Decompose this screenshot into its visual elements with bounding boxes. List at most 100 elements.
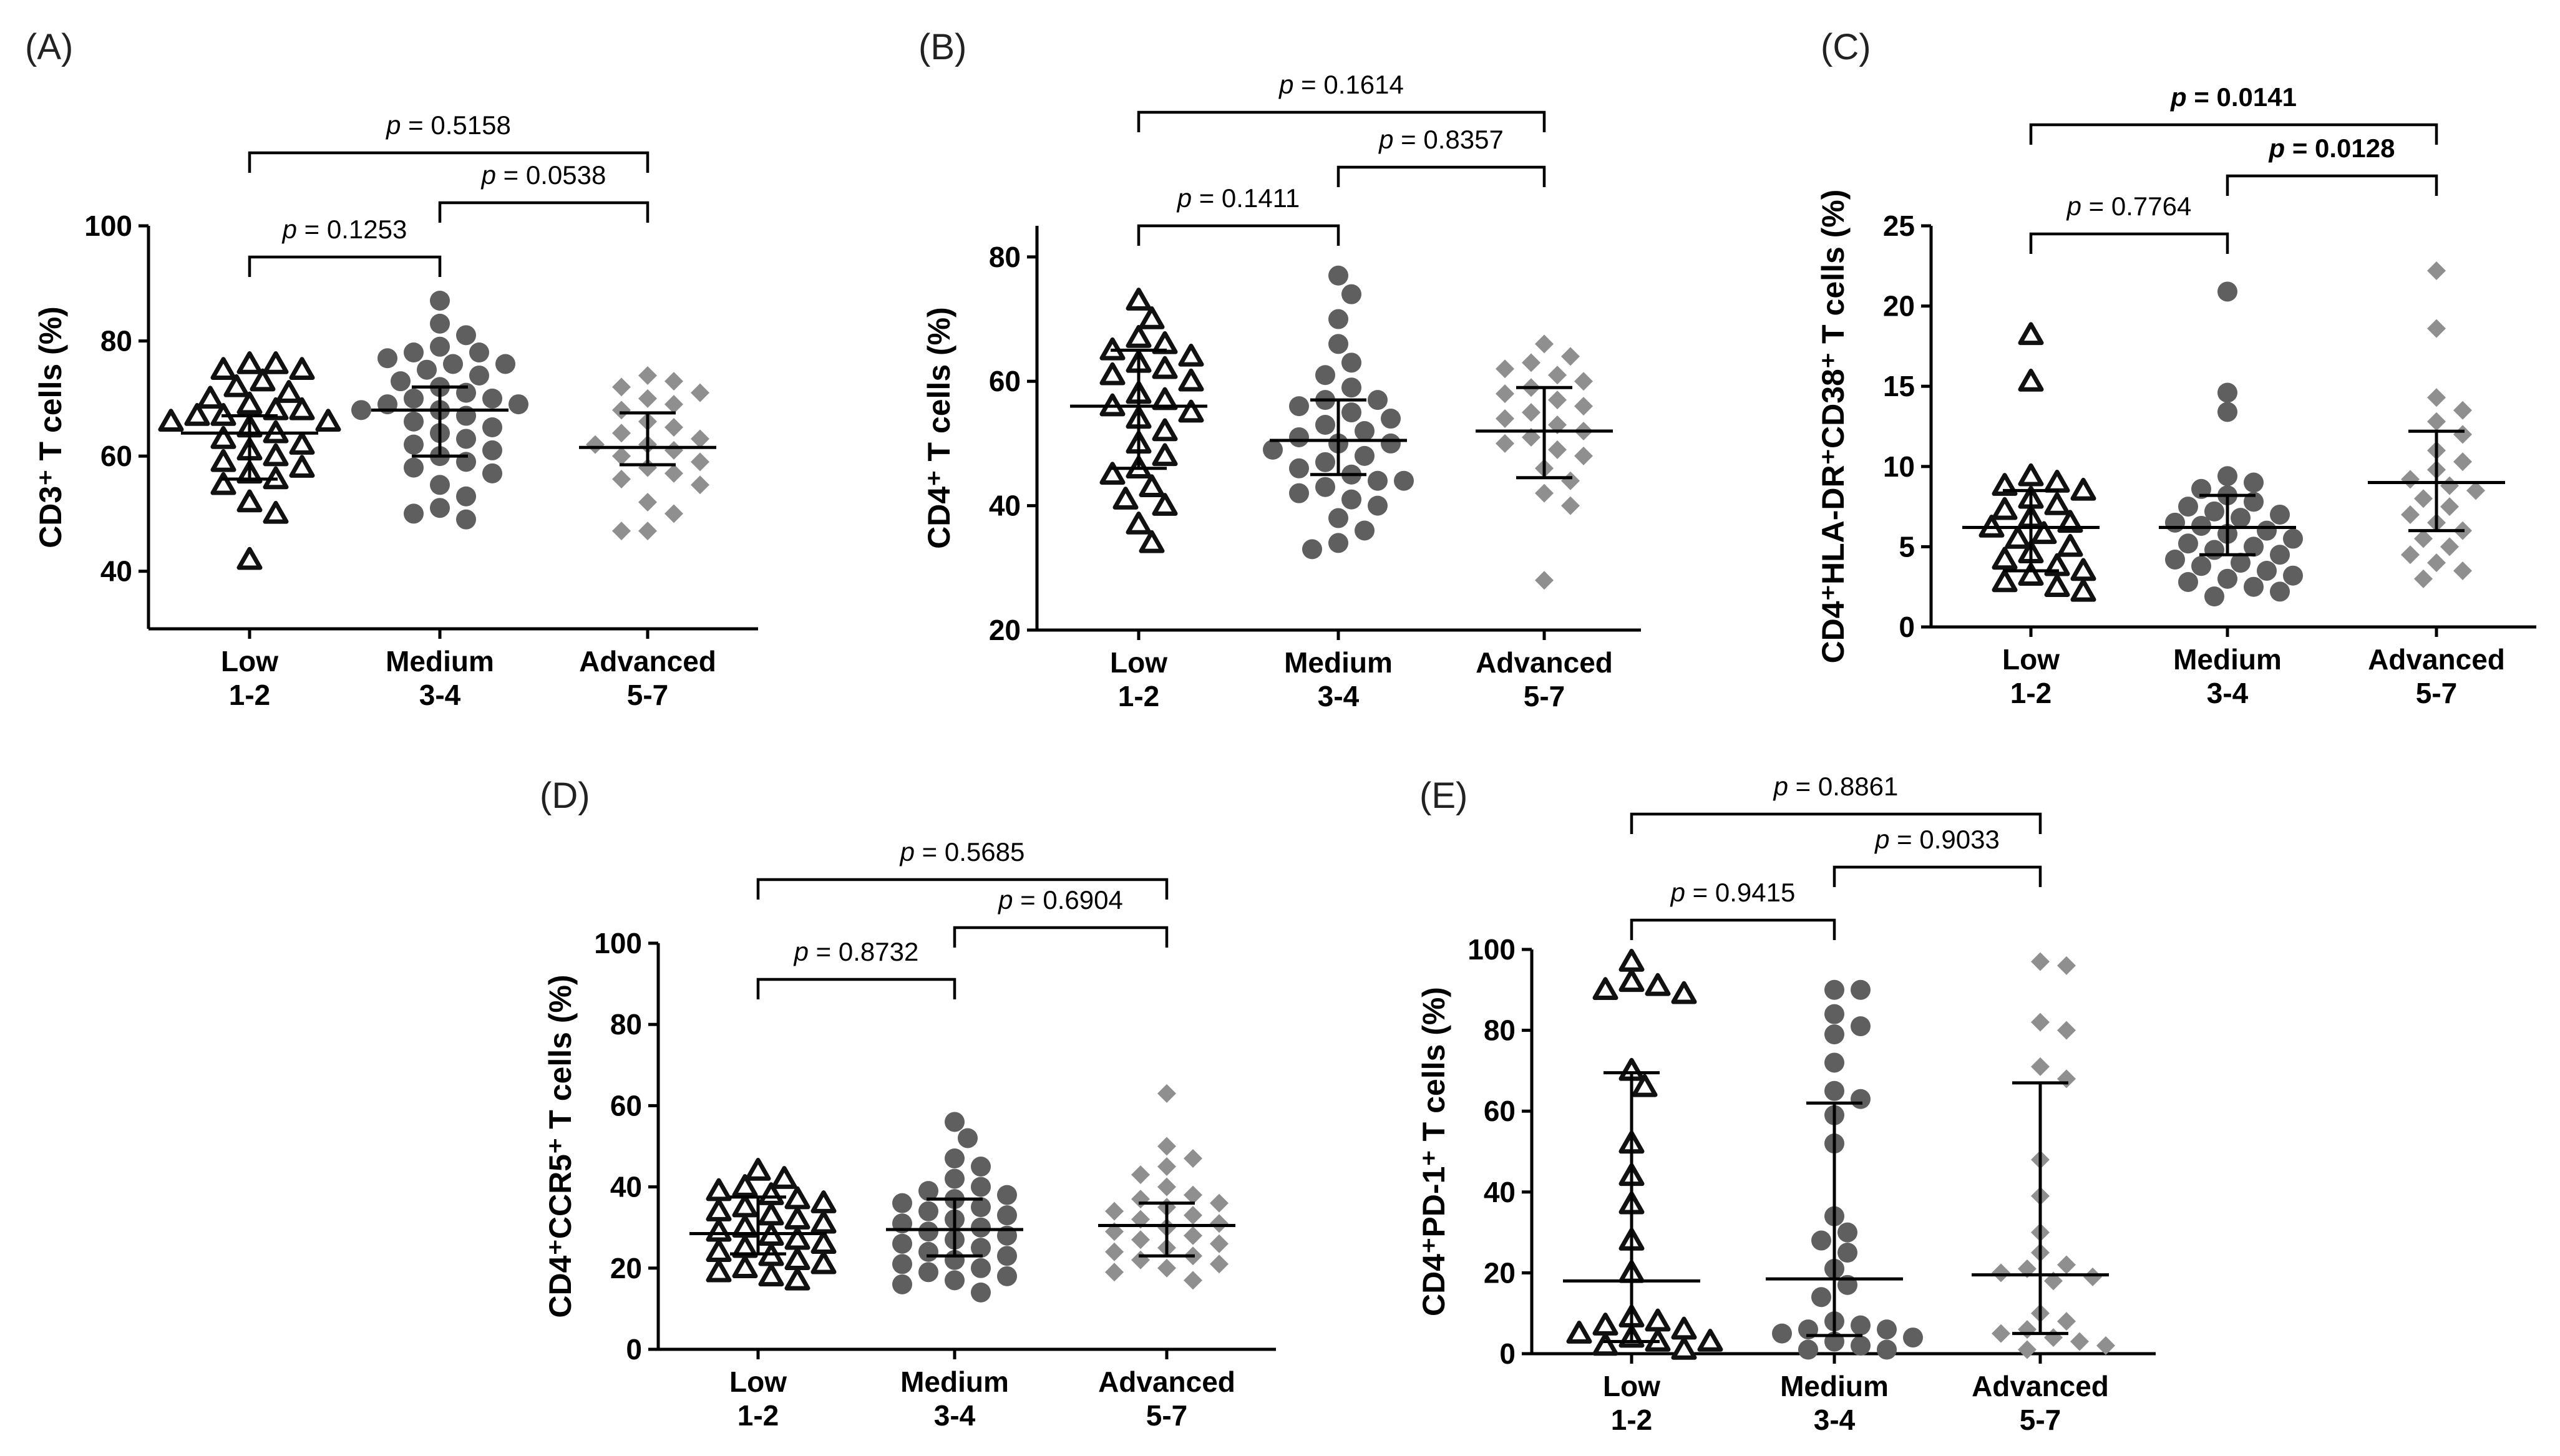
y-tick-label: 80	[1484, 1014, 1516, 1047]
data-point	[918, 1201, 938, 1221]
data-point	[1851, 1016, 1871, 1037]
x-category-sublabel: 1-2	[2010, 677, 2051, 709]
data-point	[997, 1205, 1017, 1226]
data-point	[456, 486, 476, 507]
data-point	[263, 443, 289, 467]
y-tick-label: 40	[1484, 1176, 1516, 1208]
x-category-label: Low	[1603, 1370, 1660, 1402]
data-point	[263, 351, 289, 374]
data-point	[810, 1251, 837, 1274]
data-point	[2440, 476, 2459, 495]
data-point	[612, 400, 631, 420]
p-value-label: p = 0.6904	[997, 885, 1123, 915]
data-point	[2018, 322, 2044, 346]
data-point	[1184, 1185, 1202, 1205]
data-point	[1992, 1263, 2010, 1283]
data-point	[1522, 403, 1540, 422]
data-point	[404, 457, 424, 478]
data-point	[158, 409, 184, 432]
data-point	[1496, 359, 1514, 379]
data-point	[2414, 569, 2433, 588]
data-point	[971, 1282, 991, 1303]
data-point	[2427, 319, 2446, 338]
data-point	[404, 342, 424, 363]
data-point	[223, 374, 250, 397]
x-category-label: Advanced	[579, 645, 716, 677]
data-point	[691, 383, 709, 402]
data-point	[1618, 948, 1645, 972]
data-point	[1548, 391, 1567, 410]
x-category-sublabel: 1-2	[737, 1399, 779, 1432]
p-value-label: p = 0.0128	[2269, 133, 2395, 163]
data-point	[1263, 439, 1283, 460]
data-point	[289, 397, 315, 420]
data-point	[2257, 560, 2277, 581]
data-point	[784, 1226, 810, 1250]
data-point	[1184, 1149, 1202, 1168]
data-point	[2270, 581, 2290, 602]
comparison-bracket	[756, 878, 1169, 900]
data-point	[469, 342, 489, 363]
data-point	[377, 348, 397, 369]
data-point	[892, 1233, 912, 1254]
data-point	[1522, 353, 1540, 372]
data-point	[1548, 440, 1567, 459]
data-point	[236, 391, 263, 415]
data-point	[2217, 466, 2237, 487]
data-point	[2427, 261, 2446, 281]
data-point	[732, 1194, 758, 1218]
data-point	[2178, 571, 2198, 592]
data-point	[997, 1246, 1017, 1266]
data-point	[1289, 427, 1309, 447]
data-point	[2401, 470, 2420, 489]
data-point	[784, 1186, 810, 1210]
data-point	[2096, 1336, 2115, 1356]
data-point	[1811, 1287, 1831, 1308]
data-point	[1671, 1316, 1697, 1340]
x-category-label: Low	[221, 645, 278, 677]
data-point	[1157, 1137, 1176, 1156]
data-point	[1157, 1258, 1176, 1278]
data-point	[2257, 520, 2277, 541]
y-tick-label: 0	[1499, 1337, 1516, 1370]
data-point	[2070, 578, 2096, 602]
data-point	[997, 1266, 1017, 1286]
data-point	[586, 435, 605, 454]
data-point	[1178, 343, 1204, 367]
data-point	[1851, 1315, 1871, 1336]
data-point	[1368, 470, 1388, 491]
comparison-bracket	[756, 978, 956, 999]
comparison-bracket	[248, 151, 650, 173]
data-point	[430, 475, 450, 495]
data-point	[210, 425, 236, 449]
data-point	[1355, 445, 1375, 466]
x-category-label: Advanced	[2368, 643, 2505, 676]
data-point	[1289, 483, 1309, 503]
data-point	[918, 1262, 938, 1283]
data-point	[1992, 1324, 2010, 1343]
data-point	[612, 424, 631, 443]
data-point	[971, 1157, 991, 1177]
y-tick-label: 60	[1484, 1095, 1516, 1127]
y-axis-label: CD4⁺HLA-DR⁺CD38⁺ T cells (%)	[1816, 190, 1851, 664]
data-point	[1315, 415, 1335, 435]
data-point	[1341, 284, 1361, 304]
data-point	[1368, 495, 1388, 516]
data-point	[892, 1274, 912, 1294]
comparison-bracket	[1832, 865, 2042, 887]
data-point	[1152, 356, 1178, 379]
x-category-label: Low	[2002, 643, 2060, 676]
data-point	[945, 1168, 965, 1189]
data-point	[810, 1210, 837, 1234]
data-point	[197, 386, 223, 409]
data-point	[1328, 533, 1348, 553]
data-point	[810, 1190, 837, 1213]
data-point	[1157, 1157, 1176, 1177]
data-point	[1992, 569, 2018, 593]
data-point	[2217, 402, 2237, 422]
data-point	[1328, 508, 1348, 528]
data-point	[351, 400, 371, 420]
data-point	[2018, 1340, 2037, 1359]
p-value-label: p = 0.5158	[385, 110, 511, 140]
x-category-label: Medium	[900, 1366, 1009, 1398]
